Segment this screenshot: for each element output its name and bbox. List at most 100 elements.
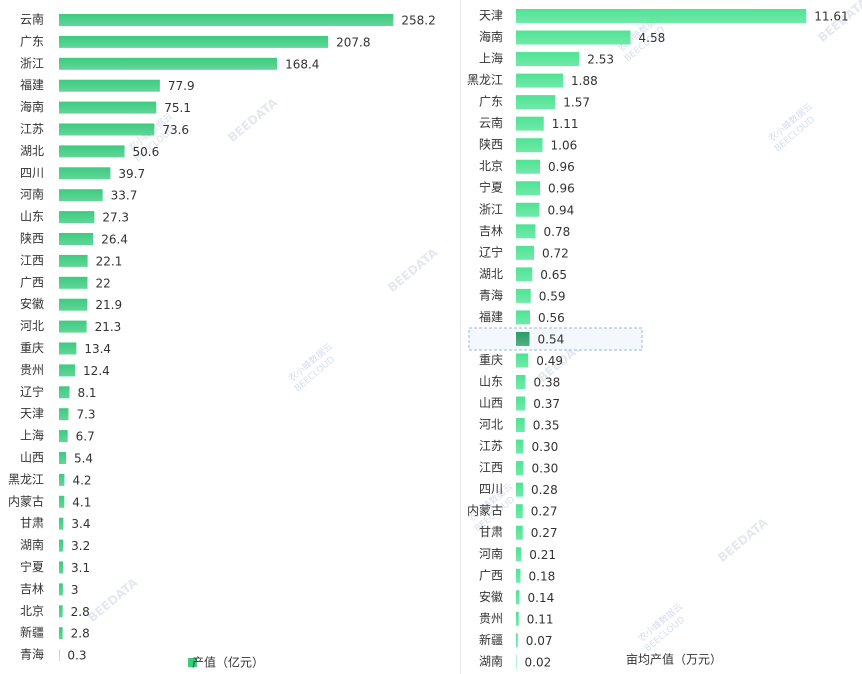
bar [516,245,534,260]
value-label: 5.4 [74,452,93,466]
category-label: 甘肃 [20,516,44,530]
bar [516,525,523,540]
value-label: 0.11 [527,612,554,626]
category-label: 青海 [479,287,503,302]
watermark: BEEDATA [385,245,441,295]
category-label: 湖北 [479,266,503,281]
value-label: 3.1 [71,561,90,575]
value-label: 0.18 [529,569,556,583]
bar [59,320,87,333]
value-label: 4.2 [72,473,91,487]
bar [516,461,524,476]
value-label: 0.27 [531,526,558,540]
bar [59,649,60,662]
bar [516,353,529,368]
value-label: 0.21 [529,548,556,562]
value-label: 73.6 [162,123,189,137]
bar [516,181,540,196]
value-label: 75.1 [164,101,191,115]
category-label: 北京 [479,159,503,173]
category-label: 山西 [20,451,44,465]
category-label: 黑龙江 [8,472,44,486]
category-label: 内蒙古 [467,503,503,518]
value-label: 22.1 [96,254,123,268]
bar [516,375,526,390]
value-label: 2.53 [587,53,614,67]
category-label: 江西 [479,461,503,475]
category-label: 云南 [479,115,503,130]
category-label: 江苏 [479,439,503,453]
highlight-box [468,327,643,351]
bar [516,30,631,45]
category-label: 吉林 [479,224,503,238]
category-label: 浙江 [20,56,44,70]
category-label: 福建 [20,77,44,92]
bar [59,254,88,267]
bar [59,189,103,202]
category-label: 重庆 [20,341,44,355]
category-label: 海南 [479,29,503,44]
category-label: 河南 [479,546,503,561]
bar [59,101,157,114]
value-label: 0.49 [536,354,563,368]
bar [59,605,63,618]
category-label: 宁夏 [479,180,503,195]
bar [59,386,70,399]
bar [516,590,520,605]
category-label: 陕西 [20,231,44,246]
category-label: 贵州 [479,611,503,625]
category-label: 福建 [479,309,503,324]
value-label: 0.94 [548,203,575,217]
value-label: 0.35 [533,419,560,433]
bar [59,35,329,48]
category-label: 山西 [479,396,503,410]
value-label: 0.37 [533,397,560,411]
bar [59,167,111,180]
value-label: 4.58 [639,31,666,45]
bar [59,276,88,289]
watermark: BEEDATA [225,95,281,145]
bar [59,517,64,530]
bar [516,568,521,583]
bar [516,288,531,303]
category-label: 甘肃 [479,525,503,539]
value-label: 3.2 [71,539,90,553]
bar [516,224,536,239]
bar [59,452,66,464]
category-label: 宁夏 [20,559,44,574]
bar [516,202,540,217]
value-label: 0.78 [544,225,571,239]
bar [516,633,518,648]
category-label: 天津 [20,407,44,421]
bar [59,145,125,158]
bar [59,364,76,377]
category-label: 广西 [479,568,503,582]
category-label: 陕西 [479,137,503,152]
value-label: 0.54 [538,332,565,346]
bar [516,482,523,497]
value-label: 21.9 [95,298,122,312]
category-label: 湖南 [20,537,44,552]
category-label: 内蒙古 [8,493,44,508]
bar [59,561,64,574]
category-label: 安徽 [20,296,44,311]
value-label: 33.7 [111,189,138,203]
category-label: 河北 [20,319,44,333]
category-label: 吉林 [20,582,44,596]
category-label: 青海 [20,647,44,662]
value-label: 0.72 [542,246,569,260]
category-label: 安徽 [479,589,503,604]
value-label: 1.06 [551,139,578,153]
bar [59,342,77,355]
bar [516,504,523,519]
category-label: 四川 [20,166,44,180]
bar [516,331,530,346]
category-label: 山东 [20,210,44,224]
bar [59,583,63,596]
value-label: 0.3 [67,649,86,663]
bar [59,627,63,640]
value-label: 0.14 [528,591,555,605]
bar [516,396,526,411]
value-label: 6.7 [76,430,95,444]
bar [59,473,65,486]
